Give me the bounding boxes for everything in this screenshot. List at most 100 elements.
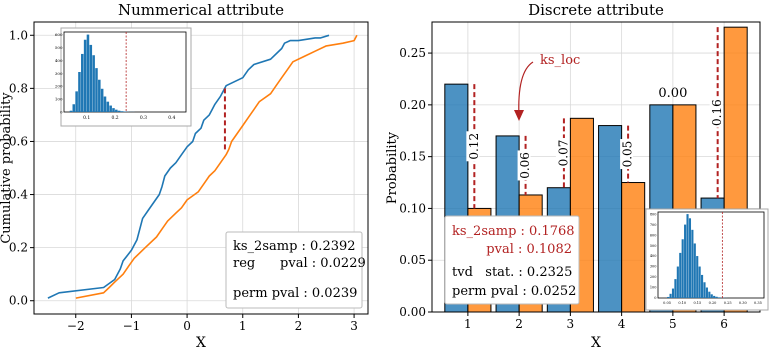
- left-inset-x-tick-label: 0.2: [111, 115, 118, 121]
- diff-label-bg: [555, 138, 569, 169]
- right-x-tick-label: 1: [464, 317, 472, 331]
- right-chart: Discrete attribute 0.12 0.06 0.07 0.05 0.00 0…: [385, 1, 769, 351]
- diff-label: 0.05: [621, 141, 635, 168]
- right-stats-pval: pval : 0.1082: [486, 242, 572, 257]
- left-inset-bar: [123, 111, 127, 112]
- right-inset-bar: [667, 296, 670, 298]
- right-inset-bar: [686, 214, 689, 298]
- left-x-axis-label: X: [196, 335, 206, 351]
- left-inset-y-tick-label: 400: [55, 58, 63, 63]
- ecdf-line-2: [75, 34, 358, 299]
- right-inset-y-tick-label: 700: [650, 223, 657, 227]
- right-x-axis-label: X: [591, 335, 601, 351]
- left-inset-bar: [106, 101, 110, 112]
- left-inset-x-tick-label: 0.4: [168, 115, 175, 121]
- left-x-tick-label: 2: [295, 319, 303, 333]
- left-inset-bar: [86, 34, 90, 113]
- right-inset-y-tick-label: 400: [650, 254, 657, 258]
- diff-label-bg: [517, 150, 531, 181]
- right-chart-title: Discrete attribute: [528, 1, 664, 19]
- right-y-tick-label: 0.25: [399, 46, 426, 60]
- left-inset-histogram: 0.1 0.2 0.3 0.4 0 100 200 300 400 500 600: [55, 27, 192, 127]
- right-inset-x-tick-label: 0.05: [663, 301, 671, 305]
- bar-series1-cat4: [598, 125, 623, 313]
- right-inset-x-tick-label: 0.15: [693, 301, 701, 305]
- left-x-tick-label: −1: [123, 319, 141, 333]
- right-y-tick-label: 0.20: [399, 98, 426, 112]
- right-x-tick-label: 4: [618, 317, 626, 331]
- left-inset-y-tick-label: 300: [55, 71, 63, 76]
- left-inset-bar: [89, 44, 93, 112]
- diff-label-bg: [466, 131, 480, 162]
- left-inset-y-tick-label: 200: [55, 84, 63, 89]
- left-x-tick-label: 0: [183, 319, 191, 333]
- left-chart: Nummerical attribute −2 −1 0 1 2 30.00.20.40.…: [0, 1, 369, 351]
- right-inset-x-tick-label: 0.35: [754, 301, 762, 305]
- right-inset-y-tick-label: 100: [650, 286, 657, 290]
- left-inset-bar: [120, 111, 124, 112]
- diff-label-group: 0.16: [709, 97, 724, 128]
- right-stats-tvd: tvd stat. : 0.2325: [452, 265, 572, 280]
- right-inset-bar: [705, 287, 708, 298]
- diff-label: 0.00: [658, 86, 687, 101]
- right-inset-bar: [713, 295, 716, 298]
- left-y-tick-label: 0.6: [9, 134, 28, 148]
- right-inset-bar: [693, 243, 696, 298]
- left-inset-x-tick-label: 0.1: [83, 115, 90, 121]
- right-inset-bar: [684, 224, 687, 298]
- right-inset-bar: [717, 297, 721, 298]
- bar-series2-cat4: [621, 182, 646, 313]
- left-inset-bar: [75, 91, 78, 112]
- right-inset-x-tick-label: 0.10: [678, 301, 686, 305]
- left-inset-x-tick-label: 0.3: [140, 115, 147, 121]
- left-inset-bar: [72, 104, 76, 112]
- left-stats-reg-pval: reg pval : 0.0229: [233, 256, 366, 271]
- right-inset-bar: [701, 274, 704, 298]
- right-y-tick-label: 0.15: [399, 150, 426, 164]
- left-inset-y-tick-label: 500: [55, 45, 63, 50]
- left-inset-bar: [103, 96, 107, 112]
- right-plot-frame: [431, 21, 761, 313]
- right-inset-bar: [691, 229, 694, 298]
- right-y-tick-label: 0.00: [399, 305, 426, 319]
- right-inset-x-tick-label: 0.25: [724, 301, 732, 305]
- right-stats-perm-pval: perm pval : 0.0252: [452, 284, 576, 299]
- diff-label: 0.06: [518, 152, 532, 179]
- right-inset-bar: [674, 279, 677, 298]
- diff-label-group: 0.07: [555, 138, 570, 169]
- right-inset-y-tick-label: 200: [650, 275, 657, 279]
- diff-label-group: 0.06: [517, 150, 532, 181]
- right-inset-bar: [669, 293, 672, 298]
- right-inset-bar: [698, 266, 701, 298]
- left-plot-frame: [33, 21, 369, 315]
- right-inset-x-tick-label: 0.20: [709, 301, 717, 305]
- left-stats-box-frame: [225, 231, 363, 309]
- left-inset-bar: [112, 108, 115, 112]
- left-inset-bar: [98, 79, 101, 112]
- diff-label-group: 0.05: [620, 139, 635, 170]
- left-inset-bar: [117, 110, 121, 112]
- right-inset-bar: [671, 288, 675, 298]
- right-inset-y-tick-label: 800: [650, 212, 657, 216]
- right-inset-y-tick-label: 300: [650, 265, 657, 269]
- left-x-tick-label: 3: [350, 319, 358, 333]
- right-y-axis-label: Probability: [385, 131, 400, 204]
- left-stats-box: ks_2samp : 0.2392 reg pval : 0.0229 perm…: [225, 231, 366, 309]
- left-inset-bar: [92, 55, 95, 112]
- left-stats-ks: ks_2samp : 0.2392: [233, 239, 356, 254]
- ecdf-line-1: [47, 34, 330, 299]
- left-x-tick-label: 1: [239, 319, 247, 333]
- right-inset-histogram: 0.05 0.10 0.15 0.20 0.25 0.30 0.35 0 100 200 300 40…: [645, 208, 769, 311]
- left-inset-bar: [115, 109, 118, 112]
- right-x-tick-label: 6: [720, 317, 728, 331]
- left-inset-bar: [78, 72, 81, 112]
- right-y-tick-label: 0.05: [399, 253, 426, 267]
- right-inset-bar: [703, 282, 706, 298]
- diff-label: 0.07: [556, 140, 570, 167]
- right-inset-y-tick-label: 500: [650, 244, 657, 248]
- diff-label-bg: [620, 139, 634, 170]
- diff-label: 0.16: [710, 99, 724, 126]
- diff-label-group: 0.12: [466, 131, 481, 162]
- left-inset-bar: [69, 110, 73, 112]
